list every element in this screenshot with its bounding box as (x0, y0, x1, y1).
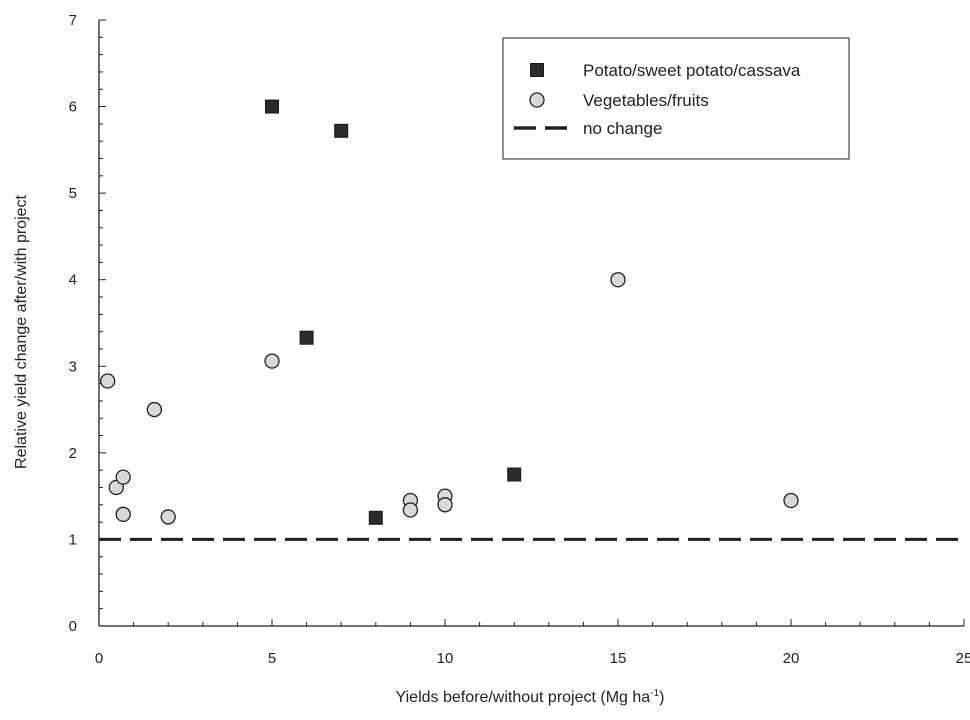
x-tick-label: 10 (437, 650, 454, 667)
vegetable-point (100, 373, 116, 389)
x-tick-label: 25 (956, 650, 970, 667)
legend-vegetables-swatch (529, 92, 545, 108)
legend: Potato/sweet potato/cassava Vegetables/fr… (502, 37, 850, 160)
x-tick-label: 5 (268, 650, 276, 667)
potato-point (265, 99, 279, 114)
vegetable-point (402, 502, 419, 518)
x-tick-label: 20 (783, 650, 800, 667)
vegetable-point (146, 401, 163, 418)
y-tick-label: 3 (69, 358, 77, 375)
potato-point (507, 467, 522, 482)
vegetable-point (610, 272, 626, 288)
x-axis-title-end: ) (659, 689, 665, 706)
y-tick-label: 7 (69, 12, 77, 29)
y-tick-label: 1 (69, 531, 77, 548)
y-tick-label: 6 (69, 99, 77, 116)
y-axis-title: Relative yield change after/with project (13, 194, 30, 468)
x-axis-title-text: Yields before/without project (Mg ha (395, 689, 651, 706)
y-tick-label: 0 (69, 618, 77, 635)
legend-vegetables-label: Vegetables/fruits (583, 91, 709, 110)
y-tick-label: 4 (69, 272, 77, 289)
vegetable-point (115, 469, 131, 485)
vegetable-point (783, 492, 799, 509)
vegetable-point (108, 479, 124, 496)
potato-point (299, 330, 314, 345)
vegetable-point (437, 497, 453, 513)
y-tick-label: 2 (69, 445, 77, 462)
vegetable-point (264, 353, 280, 369)
data-points (100, 99, 799, 525)
x-axis-title: Yields before/without project (Mg ha-1) (0, 688, 970, 707)
y-tick-label: 5 (69, 185, 77, 202)
legend-potato-label: Potato/sweet potato/cassava (583, 61, 801, 80)
legend-box (502, 37, 850, 160)
vegetable-point (160, 509, 176, 525)
vegetable-point (115, 506, 131, 522)
x-axis-title-superscript: -1 (650, 688, 660, 699)
potato-point (334, 123, 349, 138)
legend-no-change-label: no change (583, 119, 662, 138)
axes: 0 1 2 3 4 5 6 7 0 5 10 15 20 25 (69, 12, 970, 667)
x-tick-label: 15 (610, 650, 627, 667)
potato-point (368, 510, 383, 525)
x-tick-label: 0 (95, 650, 103, 667)
legend-potato-swatch (530, 63, 544, 77)
